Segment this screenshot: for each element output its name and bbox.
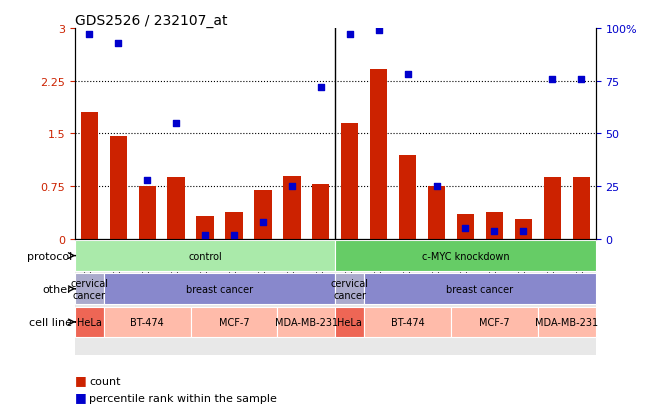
Bar (139, 187, 156, 240)
Text: percentile rank within the sample: percentile rank within the sample (89, 393, 277, 403)
Text: GDS2526 / 232107_at: GDS2526 / 232107_at (75, 14, 227, 28)
Text: BT-474: BT-474 (130, 317, 164, 327)
Point (171, 120, 182, 127)
Point (229, 232, 239, 239)
Text: cervical
cancer: cervical cancer (331, 278, 368, 300)
Point (200, 232, 210, 239)
Bar (167, 178, 185, 240)
Point (460, 225, 471, 232)
Bar (544, 178, 561, 240)
Bar (255, 190, 271, 240)
Point (432, 183, 442, 190)
Bar (75, 240, 596, 355)
Bar (399, 155, 416, 240)
FancyBboxPatch shape (104, 307, 191, 337)
Text: HeLa: HeLa (337, 317, 362, 327)
Bar (515, 220, 532, 240)
FancyBboxPatch shape (104, 274, 335, 304)
Text: protocol: protocol (27, 251, 72, 261)
Text: other: other (42, 284, 72, 294)
FancyBboxPatch shape (75, 274, 104, 304)
Bar (341, 123, 359, 240)
Text: MCF-7: MCF-7 (219, 317, 249, 327)
FancyBboxPatch shape (277, 307, 335, 337)
Point (576, 76, 587, 83)
Point (518, 228, 529, 234)
Text: MDA-MB-231: MDA-MB-231 (275, 317, 338, 327)
Text: c-MYC knockdown: c-MYC knockdown (422, 251, 509, 261)
Text: control: control (188, 251, 222, 261)
Point (489, 228, 499, 234)
Point (286, 183, 297, 190)
Point (84, 32, 94, 38)
Point (374, 28, 384, 34)
Text: MCF-7: MCF-7 (479, 317, 510, 327)
Text: ■: ■ (75, 373, 87, 386)
Bar (572, 178, 590, 240)
Bar (197, 217, 214, 240)
Bar (428, 187, 445, 240)
Text: BT-474: BT-474 (391, 317, 424, 327)
Text: cell line: cell line (29, 317, 72, 327)
Text: breast cancer: breast cancer (447, 284, 514, 294)
Bar (225, 213, 243, 240)
FancyBboxPatch shape (75, 241, 335, 271)
Bar (283, 176, 301, 240)
Text: count: count (89, 376, 120, 386)
Text: HeLa: HeLa (77, 317, 102, 327)
Point (316, 85, 326, 91)
Point (344, 32, 355, 38)
Point (258, 219, 268, 226)
FancyBboxPatch shape (335, 307, 364, 337)
Bar (109, 136, 127, 240)
Text: MDA-MB-231: MDA-MB-231 (535, 317, 598, 327)
FancyBboxPatch shape (538, 307, 596, 337)
Point (402, 72, 413, 78)
Bar (81, 113, 98, 240)
Bar (457, 214, 474, 240)
Point (113, 40, 124, 47)
FancyBboxPatch shape (335, 241, 596, 271)
FancyBboxPatch shape (75, 307, 104, 337)
Point (547, 76, 557, 83)
Text: ■: ■ (75, 390, 87, 403)
Text: cervical
cancer: cervical cancer (70, 278, 108, 300)
Bar (312, 185, 329, 240)
Point (142, 177, 152, 184)
FancyBboxPatch shape (191, 307, 277, 337)
Bar (370, 70, 387, 240)
FancyBboxPatch shape (451, 307, 538, 337)
FancyBboxPatch shape (335, 274, 364, 304)
Text: breast cancer: breast cancer (186, 284, 253, 294)
FancyBboxPatch shape (364, 307, 451, 337)
FancyBboxPatch shape (364, 274, 596, 304)
Bar (486, 213, 503, 240)
